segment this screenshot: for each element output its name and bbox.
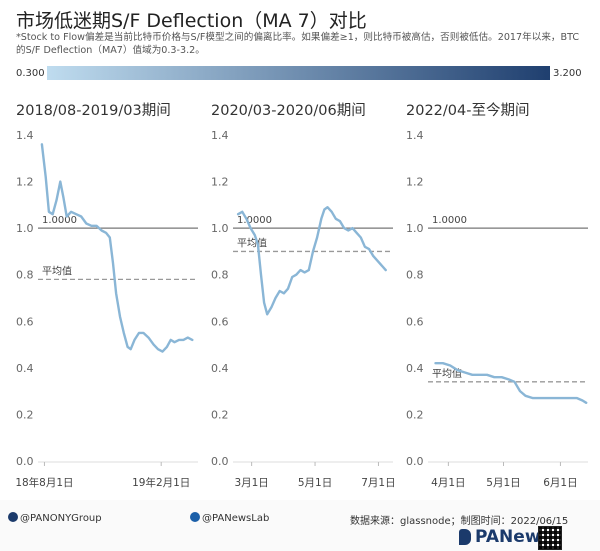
- facebook-handle: @PANewsLab: [190, 512, 269, 524]
- x-tick-label: 3月1日: [234, 477, 268, 489]
- y-tick-label: 0.8: [16, 269, 34, 282]
- reference-label: 1.0000: [432, 215, 467, 226]
- y-tick-label: 1.2: [211, 176, 229, 189]
- series-line: [434, 362, 588, 404]
- y-tick-label: 0.4: [406, 362, 424, 375]
- panel-title-2020: 2020/03-2020/06期间: [211, 103, 366, 119]
- panews-logo-icon: [459, 529, 471, 545]
- y-tick-label: 0.0: [406, 455, 424, 468]
- facebook-icon: [190, 512, 200, 522]
- y-tick-label: 0.0: [16, 455, 34, 468]
- average-label: 平均值: [42, 264, 72, 277]
- x-tick-label: 5月1日: [298, 477, 332, 489]
- data-source: 数据来源：glassnode；制图时间：2022/06/15: [350, 516, 569, 527]
- y-tick-label: 1.4: [211, 129, 229, 142]
- chart-title: 市场低迷期S/F Deflection（MA 7）对比: [16, 10, 367, 32]
- y-tick-label: 0.8: [211, 269, 229, 282]
- panews-logo: PANews: [475, 527, 551, 547]
- y-tick-label: 1.0: [211, 222, 229, 235]
- twitter-icon: [8, 512, 18, 522]
- y-tick-label: 0.4: [16, 362, 34, 375]
- y-tick-label: 1.0: [406, 222, 424, 235]
- color-legend-bar: [47, 66, 550, 80]
- y-tick-label: 1.0: [16, 222, 34, 235]
- y-tick-label: 0.4: [211, 362, 229, 375]
- y-tick-label: 0.0: [211, 455, 229, 468]
- y-tick-label: 0.6: [16, 315, 34, 328]
- y-tick-label: 0.2: [406, 408, 424, 421]
- twitter-handle: @PANONYGroup: [8, 512, 102, 524]
- legend-min-label: 0.300: [16, 68, 45, 79]
- average-label: 平均值: [237, 236, 267, 249]
- series-line: [236, 205, 387, 316]
- qr-code-icon: [538, 526, 562, 550]
- x-tick-label: 4月1日: [431, 477, 465, 489]
- y-tick-label: 1.4: [406, 129, 424, 142]
- y-tick-label: 1.2: [16, 176, 34, 189]
- panel-title-2022: 2022/04-至今期间: [406, 103, 530, 119]
- panel-title-2018: 2018/08-2019/03期间: [16, 103, 171, 119]
- y-tick-label: 0.6: [211, 315, 229, 328]
- y-tick-label: 1.4: [16, 129, 34, 142]
- chart-description: *Stock to Flow偏差是当前比特币价格与S/F模型之间的偏离比率。如果…: [16, 32, 580, 56]
- reference-label: 1.0000: [42, 215, 77, 226]
- line-charts: 0.0 0.2 0.4 0.6 0.8 1.0 1.2 1.4 18年8月1日 19年2月1日 1.…: [15, 129, 588, 489]
- footer: [0, 500, 600, 551]
- x-tick-label: 6月1日: [543, 477, 577, 489]
- y-tick-label: 0.2: [211, 408, 229, 421]
- legend-max-label: 3.200: [553, 68, 582, 79]
- y-tick-label: 0.8: [406, 269, 424, 282]
- x-tick-label: 19年2月1日: [132, 476, 190, 489]
- average-label: 平均值: [432, 367, 462, 380]
- x-tick-label: 18年8月1日: [15, 476, 73, 489]
- y-tick-label: 0.2: [16, 408, 34, 421]
- series-line: [40, 143, 194, 353]
- y-tick-label: 0.6: [406, 315, 424, 328]
- x-tick-label: 7月1日: [361, 477, 395, 489]
- y-tick-label: 1.2: [406, 176, 424, 189]
- x-tick-label: 5月1日: [486, 477, 520, 489]
- reference-label: 1.0000: [237, 215, 272, 226]
